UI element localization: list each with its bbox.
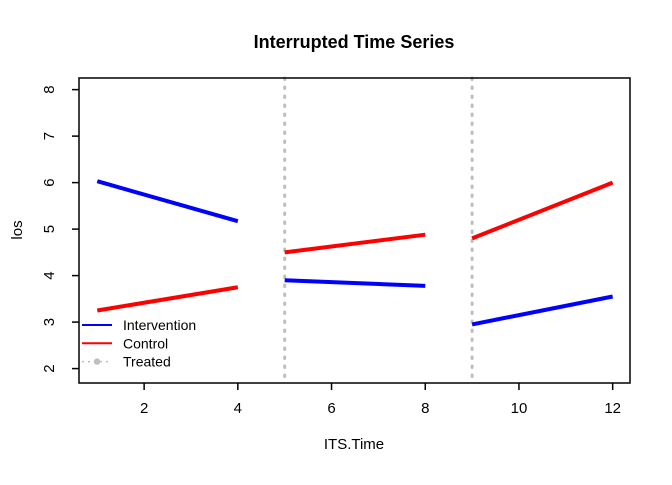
plot-area: 2 4 6 8 10 12 2 3 4 5 6 7 8 Intervention Control Treate… [41, 76, 631, 417]
plot-border [78, 77, 631, 384]
y-tick-label: 3 [41, 318, 58, 326]
legend-label-control: Control [123, 335, 168, 351]
legend-point-treated [93, 358, 101, 365]
y-tick-label: 8 [41, 85, 58, 93]
y-tick-label: 2 [41, 364, 58, 372]
series-intervention-segment [471, 294, 614, 327]
y-tick-label: 5 [41, 225, 58, 233]
series-control-segment [284, 232, 426, 255]
x-tick-label: 6 [327, 400, 335, 417]
series-intervention-segment [96, 179, 239, 224]
y-tick-label: 7 [41, 132, 58, 140]
chart-title: Interrupted Time Series [254, 32, 455, 52]
x-tick-label: 10 [511, 400, 528, 417]
legend-label-treated: Treated [123, 354, 171, 370]
x-tick-label: 8 [421, 400, 429, 417]
x-tick-label: 12 [604, 400, 621, 417]
series-control-segment [471, 180, 614, 241]
y-tick-label: 4 [41, 271, 58, 279]
x-tick-label: 4 [234, 400, 242, 417]
series-control-segment [96, 285, 239, 313]
series-intervention-segment [284, 278, 426, 288]
x-tick-label: 2 [140, 400, 148, 417]
y-tick-label: 6 [41, 178, 58, 186]
y-axis-label: los [9, 220, 26, 239]
x-axis-label: ITS.Time [324, 436, 384, 453]
legend-label-intervention: Intervention [123, 317, 196, 333]
